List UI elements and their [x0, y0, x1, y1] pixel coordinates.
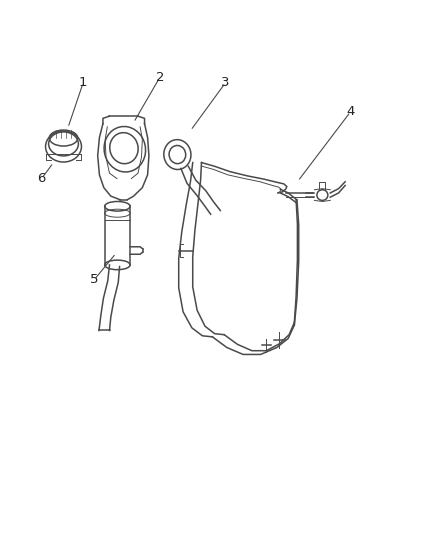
Text: 6: 6 — [37, 172, 46, 185]
Text: 1: 1 — [79, 76, 88, 89]
Text: 2: 2 — [155, 71, 164, 84]
Text: 3: 3 — [221, 76, 230, 89]
Text: 5: 5 — [90, 273, 99, 286]
Text: 4: 4 — [346, 106, 355, 118]
